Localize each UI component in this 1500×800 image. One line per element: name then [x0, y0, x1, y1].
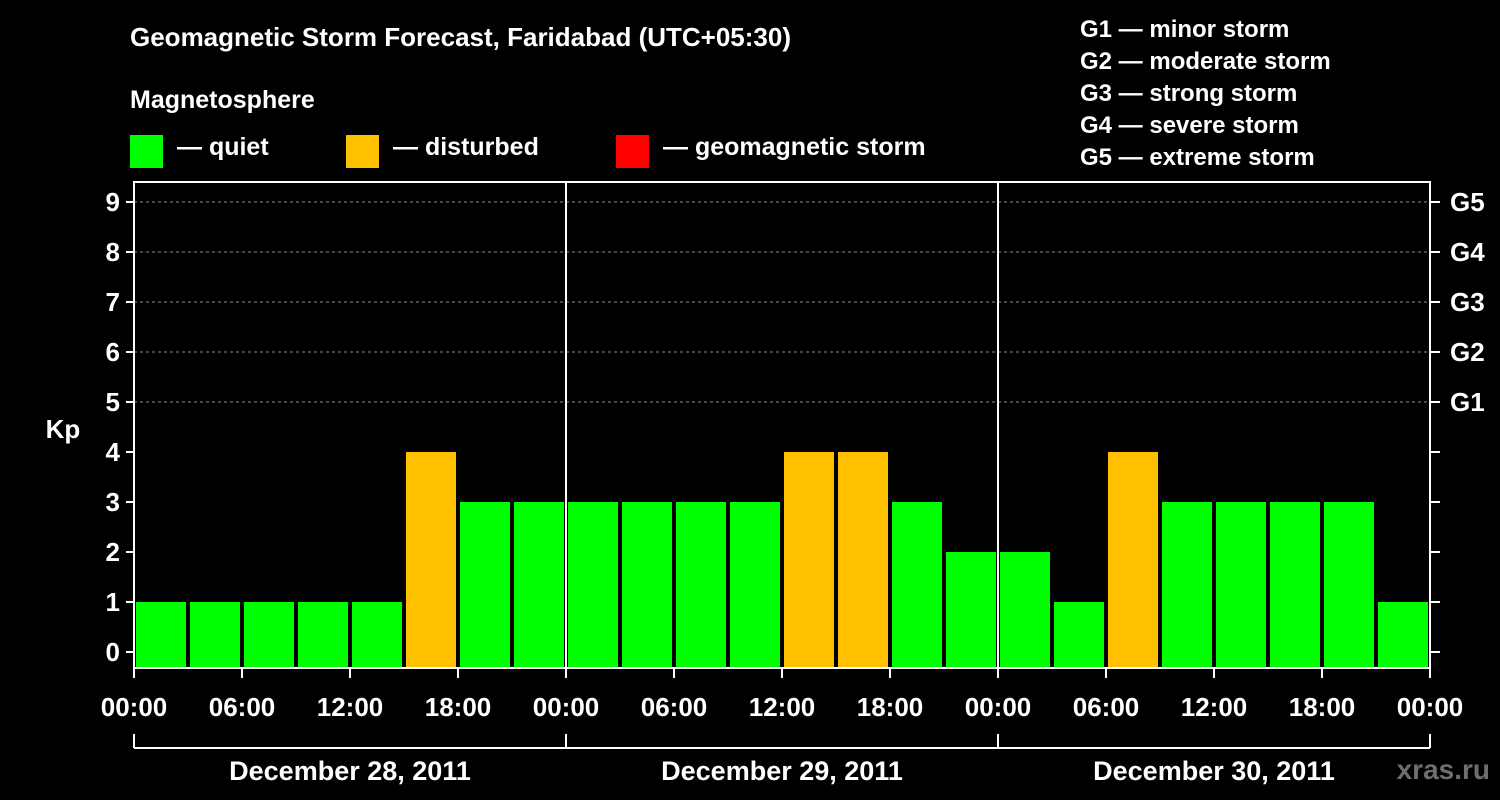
y-tick-label: 3 — [106, 487, 120, 517]
y-tick-label: 0 — [106, 637, 120, 667]
x-tick-label: 12:00 — [1181, 692, 1248, 722]
x-tick-label: 00:00 — [1397, 692, 1464, 722]
kp-bar — [1000, 552, 1050, 668]
y-tick-label: 1 — [106, 587, 120, 617]
legend-label-disturbed: — disturbed — [393, 133, 539, 161]
x-tick-label: 12:00 — [749, 692, 816, 722]
kp-bar — [1270, 502, 1320, 668]
legend-swatch-quiet — [130, 135, 163, 168]
kp-bar — [406, 452, 456, 668]
legend-label-storm: — geomagnetic storm — [663, 133, 926, 161]
kp-bar — [730, 502, 780, 668]
g-scale-label: G3 — [1450, 287, 1485, 317]
y-tick-label: 7 — [106, 287, 120, 317]
y-tick-label: 4 — [106, 437, 121, 467]
x-tick-label: 18:00 — [425, 692, 492, 722]
legend-label-quiet: — quiet — [177, 133, 269, 161]
x-tick-label: 12:00 — [317, 692, 384, 722]
kp-bar — [1108, 452, 1158, 668]
x-tick-label: 06:00 — [209, 692, 276, 722]
kp-bar — [1378, 602, 1428, 668]
x-tick-label: 18:00 — [857, 692, 924, 722]
y-tick-label: 8 — [106, 237, 120, 267]
y-tick-label: 2 — [106, 537, 120, 567]
x-tick-label: 18:00 — [1289, 692, 1356, 722]
storm-scale-g1: G1 — minor storm — [1080, 16, 1290, 43]
kp-bar — [298, 602, 348, 668]
storm-scale-g2: G2 — moderate storm — [1080, 48, 1331, 75]
x-tick-label: 06:00 — [1073, 692, 1140, 722]
kp-bar — [460, 502, 510, 668]
kp-bar — [784, 452, 834, 668]
kp-bar — [352, 602, 402, 668]
storm-scale-g5: G5 — extreme storm — [1080, 144, 1315, 171]
kp-bar — [568, 502, 618, 668]
storm-scale-g4: G4 — severe storm — [1080, 112, 1299, 139]
y-tick-label: 6 — [106, 337, 120, 367]
kp-bar — [190, 602, 240, 668]
x-tick-label: 06:00 — [641, 692, 708, 722]
kp-bar — [136, 602, 186, 668]
y-axis-label: Kp — [46, 414, 81, 444]
x-tick-label: 00:00 — [101, 692, 168, 722]
g-scale-label: G4 — [1450, 237, 1485, 267]
kp-bar — [514, 502, 564, 668]
kp-bar — [1216, 502, 1266, 668]
kp-bar — [622, 502, 672, 668]
chart-title: Geomagnetic Storm Forecast, Faridabad (U… — [130, 22, 792, 52]
legend-swatch-disturbed — [346, 135, 379, 168]
kp-bar — [946, 552, 996, 668]
x-tick-label: 00:00 — [965, 692, 1032, 722]
date-label: December 28, 2011 — [229, 756, 471, 786]
y-tick-label: 9 — [106, 187, 120, 217]
g-scale-label: G5 — [1450, 187, 1485, 217]
date-label: December 30, 2011 — [1093, 756, 1335, 786]
kp-bar — [244, 602, 294, 668]
storm-scale-g3: G3 — strong storm — [1080, 80, 1298, 107]
kp-bar — [1162, 502, 1212, 668]
x-tick-label: 00:00 — [533, 692, 600, 722]
y-tick-label: 5 — [106, 387, 120, 417]
g-scale-label: G1 — [1450, 387, 1485, 417]
watermark: xras.ru — [1396, 754, 1490, 785]
kp-bar — [676, 502, 726, 668]
legend-swatch-storm — [616, 135, 649, 168]
legend-heading: Magnetosphere — [130, 86, 315, 114]
kp-bar — [1054, 602, 1104, 668]
kp-bar — [1324, 502, 1374, 668]
kp-bar — [892, 502, 942, 668]
date-label: December 29, 2011 — [661, 756, 903, 786]
storm-scale-list: G1 — minor storm G2 — moderate storm G3 … — [1080, 14, 1331, 174]
g-scale-label: G2 — [1450, 337, 1485, 367]
kp-bar — [838, 452, 888, 668]
